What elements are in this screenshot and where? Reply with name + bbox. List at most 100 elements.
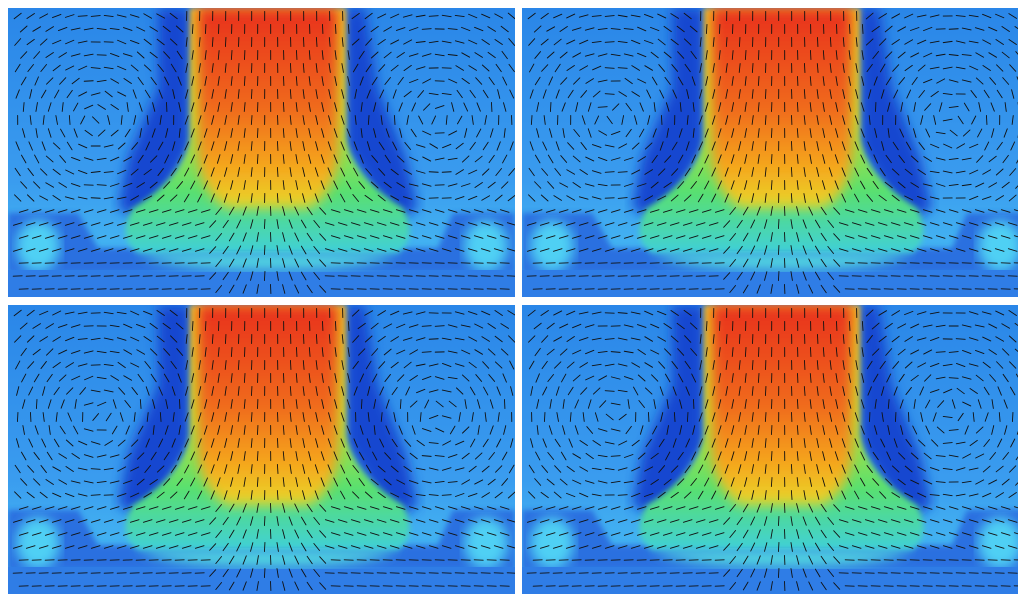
vector <box>289 438 292 448</box>
vector <box>224 115 227 125</box>
vector <box>610 455 621 457</box>
vector <box>764 438 767 448</box>
vector <box>172 412 175 422</box>
vector <box>989 374 997 382</box>
vector <box>579 65 589 71</box>
vector <box>662 506 673 510</box>
vector <box>1010 386 1016 396</box>
vector <box>610 157 621 161</box>
vector <box>307 477 312 487</box>
vector <box>725 334 728 344</box>
vector <box>396 479 406 485</box>
vector <box>704 128 709 138</box>
vector <box>130 64 139 72</box>
vector <box>854 193 860 203</box>
vector <box>346 154 352 164</box>
vector <box>157 64 164 72</box>
vector <box>161 532 172 536</box>
vector <box>948 235 959 239</box>
vector <box>854 438 859 448</box>
vector <box>230 347 233 357</box>
vector <box>996 361 1004 369</box>
vector <box>738 438 742 448</box>
vector <box>974 235 985 239</box>
vector <box>380 115 383 125</box>
vector <box>215 285 222 293</box>
vector <box>712 334 715 344</box>
vector <box>230 451 234 461</box>
vector <box>306 503 313 513</box>
vector <box>168 222 179 226</box>
vector <box>171 438 176 448</box>
vector <box>623 183 634 187</box>
vector <box>111 425 118 435</box>
vector <box>282 232 286 242</box>
vector <box>378 361 386 369</box>
vector <box>347 321 350 331</box>
vector <box>571 209 582 213</box>
vector <box>1011 89 1015 99</box>
vector <box>584 235 595 239</box>
vector <box>211 360 214 370</box>
vector <box>161 506 172 510</box>
vector <box>256 284 259 294</box>
vector <box>377 465 386 473</box>
vector <box>16 412 19 422</box>
vector <box>827 569 834 577</box>
vector <box>408 324 419 328</box>
vector <box>1001 478 1010 486</box>
vector <box>175 25 184 33</box>
vector <box>671 141 678 151</box>
vector <box>77 311 88 315</box>
vector <box>527 12 536 20</box>
vector <box>137 76 144 86</box>
vector <box>455 387 464 395</box>
vector <box>597 351 608 353</box>
vector <box>725 37 728 47</box>
vector <box>848 347 851 357</box>
vector <box>566 13 576 19</box>
vector <box>135 532 146 536</box>
vector <box>256 555 259 565</box>
vector <box>200 235 211 239</box>
vector <box>83 209 94 213</box>
vector <box>604 144 615 148</box>
vector <box>333 451 338 461</box>
vector <box>571 506 582 510</box>
vector <box>237 490 241 500</box>
vector <box>855 89 859 99</box>
vector <box>289 115 292 125</box>
vector <box>879 63 886 73</box>
vector <box>870 506 881 510</box>
vector <box>308 451 312 461</box>
vector <box>725 412 729 422</box>
vector <box>377 310 386 316</box>
vector <box>553 38 562 46</box>
vector <box>308 347 311 357</box>
vector <box>396 349 406 355</box>
vector <box>636 183 647 187</box>
vector <box>135 506 146 510</box>
vector <box>185 334 188 344</box>
vector <box>204 347 207 357</box>
vector <box>872 478 880 486</box>
vector <box>968 248 979 252</box>
vector <box>347 24 350 34</box>
vector <box>751 63 754 73</box>
vector <box>751 167 754 177</box>
vector <box>324 222 335 226</box>
vector <box>623 235 634 239</box>
vector <box>499 506 510 510</box>
vector <box>474 452 483 460</box>
vector <box>423 103 431 111</box>
vector <box>906 89 912 99</box>
vector <box>428 15 439 17</box>
vector <box>692 128 695 138</box>
vector <box>70 324 81 328</box>
vector <box>924 103 932 111</box>
vector <box>294 503 300 513</box>
vector <box>961 235 972 239</box>
vector <box>955 248 966 252</box>
vector <box>421 53 432 57</box>
vector <box>379 386 385 396</box>
